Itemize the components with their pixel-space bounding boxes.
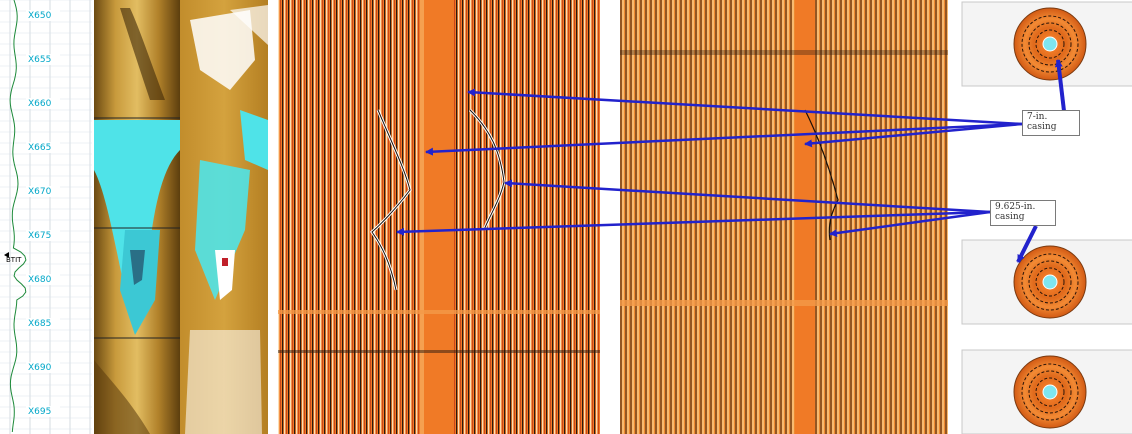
arrow-9625-lower-left (396, 210, 991, 236)
image-track-2 (180, 0, 268, 434)
depth-label: X690 (28, 363, 52, 373)
cross-section-2 (961, 239, 1132, 325)
marker-arrow-icon (4, 252, 9, 258)
depth-label-bg (26, 362, 60, 373)
depth-label-bg (26, 142, 60, 153)
depth-label-bg (26, 230, 60, 241)
cross-section-3 (961, 349, 1132, 434)
cross-section-images (961, 1, 1132, 434)
callout-9625in-text: 9.625-in. casing (995, 202, 1036, 222)
depth-label-bg (26, 98, 60, 109)
depth-track: X650 X655 X660 X665 X670 X675 X680 X685 X690 X695… (0, 0, 92, 434)
depth-labels: X650 X655 X660 X665 X670 X675 X680 X685 X690 X695 (26, 10, 60, 417)
depth-label-bg (26, 318, 60, 329)
gamma-curve (9, 0, 27, 433)
ultrasonic-track-1 (278, 0, 600, 434)
arrow-7in-upper-left (467, 88, 1023, 126)
depth-label: X660 (28, 99, 52, 109)
ultrasonic-track-2 (620, 0, 948, 434)
arrow-7in-right (804, 122, 1023, 148)
depth-label-bg (26, 274, 60, 285)
marker-label: BTIT (6, 256, 22, 264)
arrow-9625-right (829, 210, 991, 238)
depth-label: X675 (28, 231, 51, 241)
depth-label: X695 (28, 407, 51, 417)
arrow-9625-down (1016, 225, 1038, 263)
depth-label: X685 (28, 319, 51, 329)
callout-7in-casing: 7-in. casing (1022, 110, 1080, 136)
depth-label-bg (26, 186, 60, 197)
cross-section-1 (961, 1, 1132, 87)
depth-label: X665 (28, 143, 51, 153)
depth-label: X680 (28, 275, 52, 285)
depth-label-bg (26, 54, 60, 65)
image-track-1 (94, 0, 180, 434)
depth-label-bg (26, 406, 60, 417)
callout-7in-text: 7-in. casing (1027, 112, 1057, 132)
depth-label: X655 (28, 55, 51, 65)
annotation-arrows (396, 59, 1068, 263)
callout-9625in-casing: 9.625-in. casing (990, 200, 1056, 226)
depth-label-bg (26, 10, 60, 21)
depth-label: X670 (28, 187, 52, 197)
arrow-9625-upper-left (504, 179, 991, 214)
depth-label: X650 (28, 11, 52, 21)
arrow-7in-lower-left (425, 122, 1023, 156)
